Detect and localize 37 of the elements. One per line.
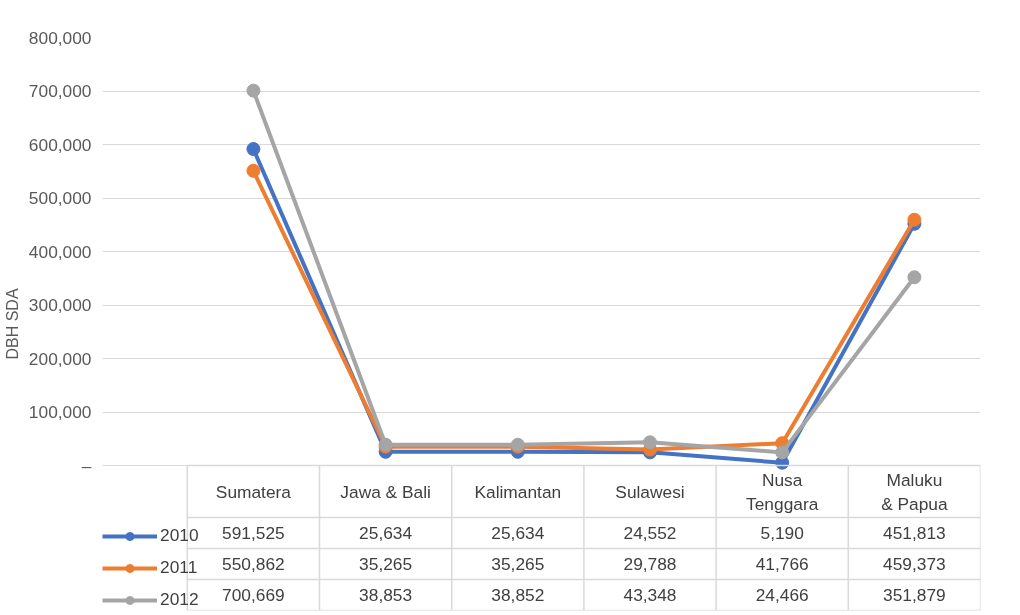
data-label: 24,552 [623,523,677,543]
data-label: 41,766 [755,554,809,574]
y-tick-label: 500,000 [28,188,92,208]
data-label: 38,852 [491,585,545,605]
x-tick-label: Maluku & Papua [881,469,948,514]
y-tick-label: 400,000 [28,241,92,262]
data-label: 351,879 [883,585,946,605]
data-label: 591,525 [222,523,285,543]
data-label: 25,634 [359,523,413,543]
y-tick-label: 300,000 [28,295,92,315]
data-label: 38,853 [359,585,413,605]
y-tick-label: – [81,455,92,476]
y-tick-label: 600,000 [28,134,92,155]
data-label: 35,265 [491,554,545,574]
y-tick-label: 100,000 [28,402,92,422]
legend-label: 2012 [160,589,199,610]
legend-label: 2011 [160,557,198,578]
y-tick-label: 200,000 [28,348,92,369]
data-label: 550,862 [222,554,285,574]
data-label: 459,373 [883,554,946,574]
data-label: 25,634 [491,523,545,543]
data-label: 24,466 [755,585,809,605]
x-tick-label: Nusa Tenggara [746,469,819,514]
data-label: 5,190 [760,523,804,543]
x-tick-label: Sumatera [215,481,292,502]
data-label: 29,788 [623,554,677,574]
y-tick-label: 700,000 [28,81,92,101]
data-label: 451,813 [883,523,946,543]
data-label: 43,348 [623,585,677,605]
y-tick-label: 800,000 [28,27,92,48]
data-label: 700,669 [222,585,285,605]
x-tick-label: Sulawesi [615,481,685,502]
legend-label: 2010 [160,525,199,546]
x-tick-label: Kalimantan [474,481,562,502]
y-axis-title: DBH SDA [3,288,21,360]
data-label: 35,265 [359,554,413,574]
x-tick-label: Jawa & Bali [340,481,431,502]
